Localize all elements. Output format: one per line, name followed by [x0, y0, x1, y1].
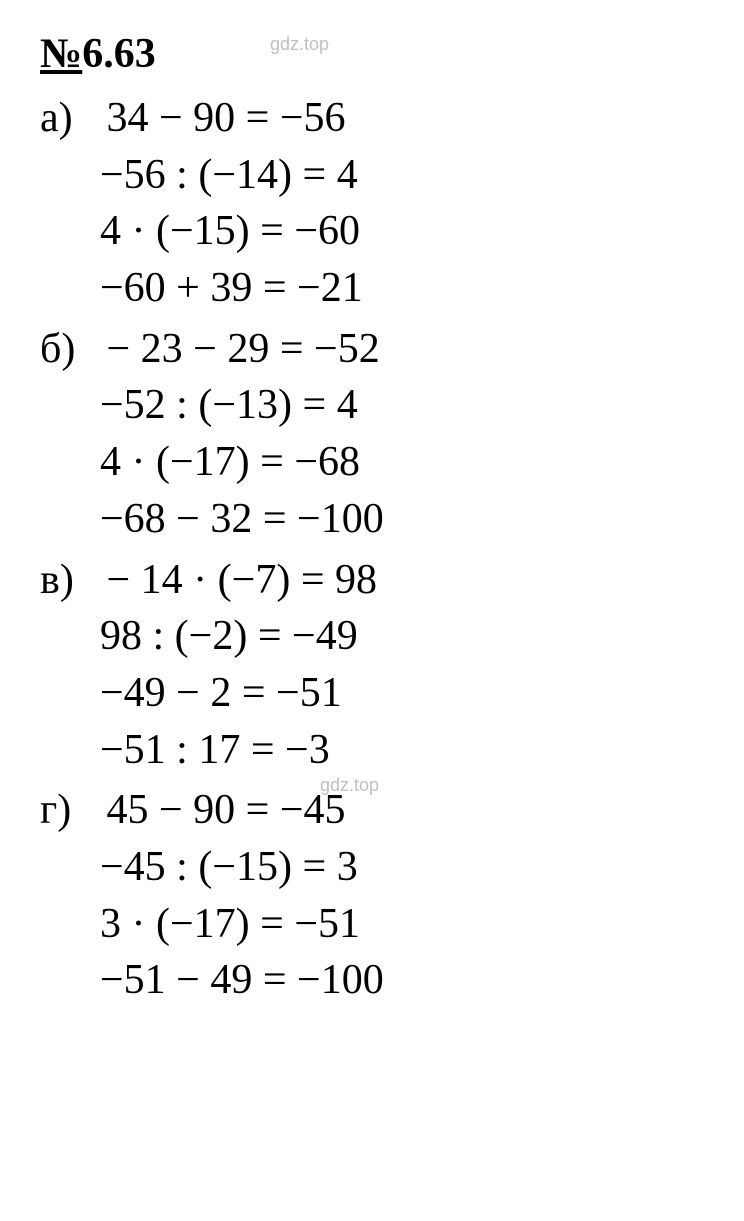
problem-g: г) 45 − 90 = −45 −45 : (−15) = 3 3 · (−1…	[40, 782, 704, 1009]
equation-line: −68 − 32 = −100	[100, 491, 704, 548]
title-prefix: №	[40, 31, 82, 77]
equation-line: 3 · (−17) = −51	[100, 896, 704, 953]
equation-line: −52 : (−13) = 4	[100, 377, 704, 434]
equation-text: 3 · (−17) = −51	[100, 901, 360, 947]
equation-line: 4 · (−17) = −68	[100, 434, 704, 491]
equation-line: 4 · (−15) = −60	[100, 203, 704, 260]
problem-b: б) − 23 − 29 = −52 −52 : (−13) = 4 4 · (…	[40, 321, 704, 548]
equation-line: −56 : (−14) = 4	[100, 147, 704, 204]
equation-text: −56 : (−14) = 4	[100, 152, 358, 198]
equation-line: в) − 14 · (−7) = 98	[40, 552, 704, 609]
equation-text: −51 − 49 = −100	[100, 957, 384, 1003]
problem-label-v: в)	[40, 552, 96, 609]
equation-text: −51 : 17 = −3	[100, 727, 330, 773]
problem-label-g: г)	[40, 782, 96, 839]
equation-line: а) 34 − 90 = −56	[40, 90, 704, 147]
equation-line: 98 : (−2) = −49	[100, 608, 704, 665]
problem-label-b: б)	[40, 321, 96, 378]
equation-line: −45 : (−15) = 3	[100, 839, 704, 896]
equation-text: 34 − 90 = −56	[107, 95, 346, 141]
equation-text: 45 − 90 = −45	[107, 787, 346, 833]
equation-text: −60 + 39 = −21	[100, 265, 363, 311]
equation-line: −49 − 2 = −51	[100, 665, 704, 722]
equation-line: г) 45 − 90 = −45	[40, 782, 704, 839]
equation-text: 4 · (−15) = −60	[100, 208, 360, 254]
document-content: gdz.top №6.63 а) 34 − 90 = −56 −56 : (−1…	[40, 30, 704, 1009]
equation-line: −51 : 17 = −3	[100, 722, 704, 779]
problem-label-a: а)	[40, 90, 96, 147]
equation-text: −68 − 32 = −100	[100, 496, 384, 542]
equation-text: 98 : (−2) = −49	[100, 613, 358, 659]
equation-text: −49 − 2 = −51	[100, 670, 342, 716]
title-number: 6.63	[82, 31, 156, 77]
equation-line: б) − 23 − 29 = −52	[40, 321, 704, 378]
problem-number-title: №6.63	[40, 30, 704, 78]
problem-v: в) − 14 · (−7) = 98 98 : (−2) = −49 −49 …	[40, 552, 704, 779]
equation-text: −52 : (−13) = 4	[100, 382, 358, 428]
equation-text: 4 · (−17) = −68	[100, 439, 360, 485]
equation-text: −45 : (−15) = 3	[100, 844, 358, 890]
equation-line: −51 − 49 = −100	[100, 952, 704, 1009]
equation-line: −60 + 39 = −21	[100, 260, 704, 317]
equation-text: − 14 · (−7) = 98	[107, 557, 378, 603]
equation-text: − 23 − 29 = −52	[107, 326, 380, 372]
problem-a: а) 34 − 90 = −56 −56 : (−14) = 4 4 · (−1…	[40, 90, 704, 317]
